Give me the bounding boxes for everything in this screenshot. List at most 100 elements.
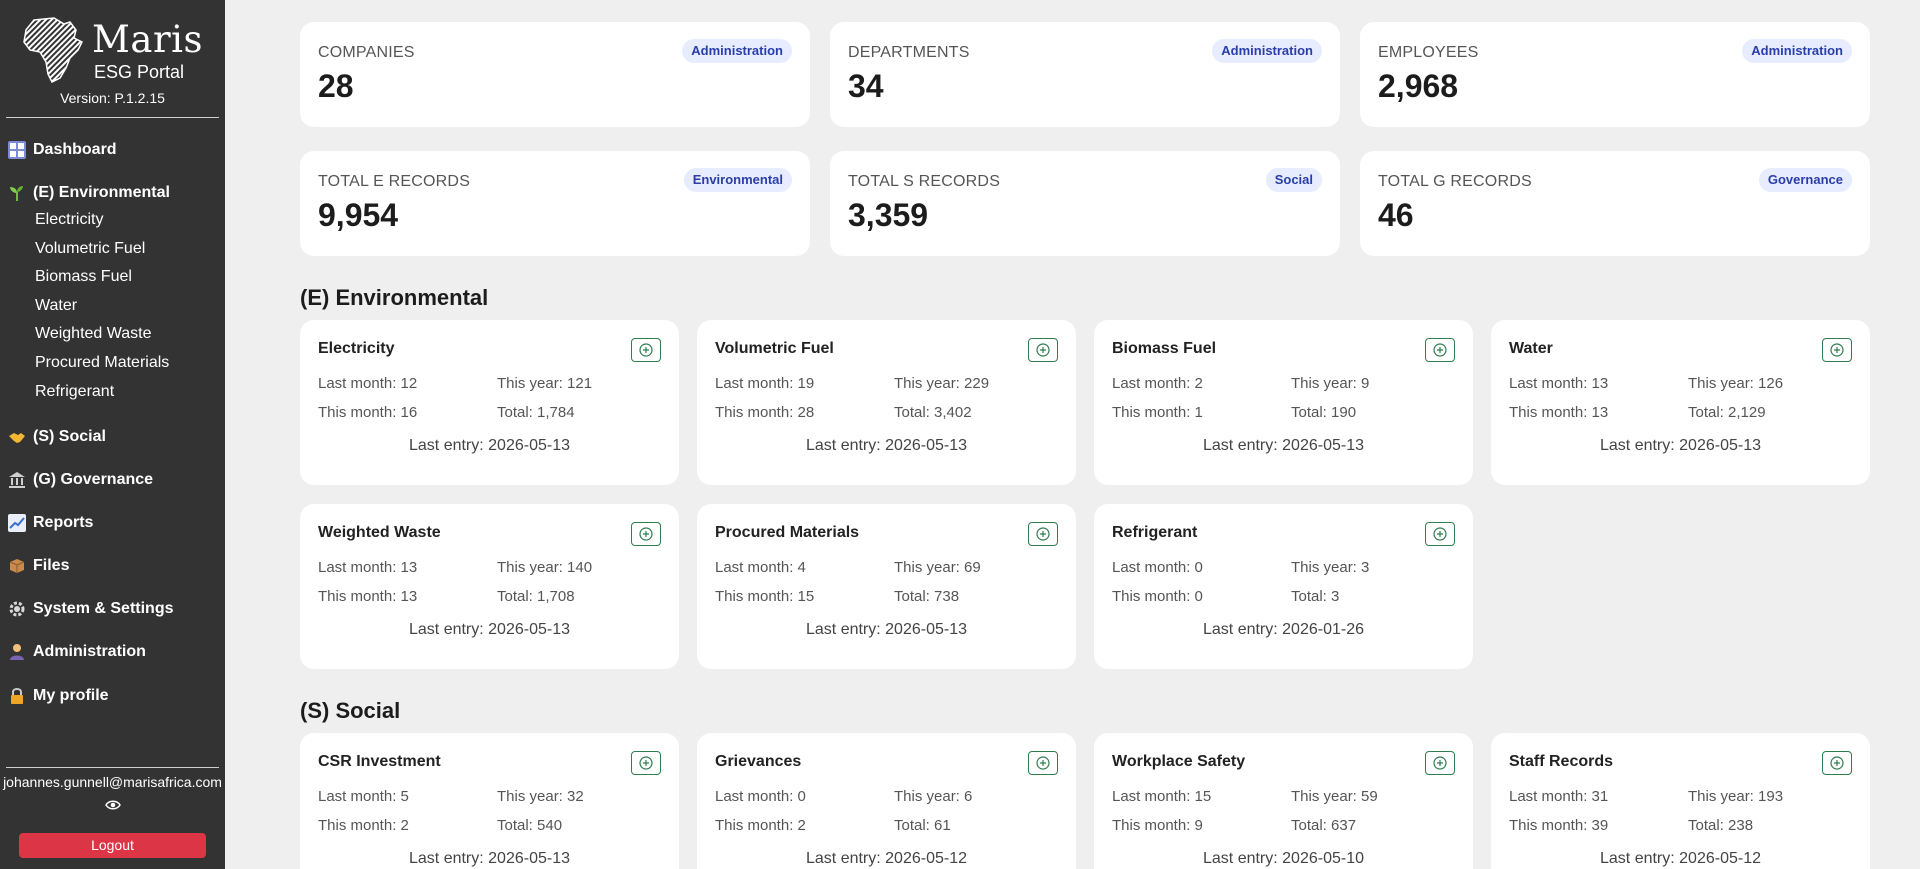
nav-dashboard[interactable]: Dashboard bbox=[8, 138, 117, 162]
nav-governance-label: (G) Governance bbox=[33, 471, 154, 488]
add-record-button[interactable] bbox=[1028, 338, 1058, 362]
nav-administration-label: Administration bbox=[33, 643, 146, 660]
add-circle-icon bbox=[1830, 756, 1844, 770]
category-card-weighted-waste: Weighted Waste Last month: 13 This year:… bbox=[300, 504, 679, 669]
nav-water[interactable]: Water bbox=[35, 297, 78, 314]
category-title: Grievances bbox=[715, 753, 802, 770]
nav-administration[interactable]: Administration bbox=[8, 640, 146, 664]
stat-card-employees: EMPLOYEES 2,968 Administration bbox=[1360, 22, 1870, 127]
nav-files-label: Files bbox=[33, 557, 70, 574]
this-month: This month: 1 bbox=[1112, 404, 1203, 421]
category-title: Refrigerant bbox=[1112, 524, 1198, 541]
last-month: Last month: 12 bbox=[318, 375, 418, 392]
nav-electricity[interactable]: Electricity bbox=[35, 211, 104, 228]
nav-environmental[interactable]: (E) Environmental bbox=[8, 181, 170, 205]
nav-social[interactable]: (S) Social bbox=[8, 425, 106, 449]
nav-refrigerant[interactable]: Refrigerant bbox=[35, 383, 115, 400]
this-year: This year: 69 bbox=[894, 559, 981, 576]
add-circle-icon bbox=[1830, 343, 1844, 357]
last-entry: Last entry: 2026-05-13 bbox=[409, 621, 570, 638]
stat-value: 2,968 bbox=[1378, 68, 1459, 104]
category-card-workplace-safety: Workplace Safety Last month: 15 This yea… bbox=[1094, 733, 1473, 869]
last-entry: Last entry: 2026-05-13 bbox=[409, 850, 570, 867]
add-record-button[interactable] bbox=[631, 338, 661, 362]
status-badge: Environmental bbox=[683, 168, 792, 192]
stat-label: DEPARTMENTS bbox=[848, 44, 970, 61]
stat-card-departments: DEPARTMENTS 34 Administration bbox=[830, 22, 1340, 127]
add-record-button[interactable] bbox=[1822, 338, 1852, 362]
nav-procured-materials[interactable]: Procured Materials bbox=[35, 354, 170, 371]
nav-my-profile[interactable]: My profile bbox=[8, 684, 109, 708]
eye-icon[interactable] bbox=[105, 799, 121, 811]
stat-label: COMPANIES bbox=[318, 44, 415, 61]
nav-files[interactable]: Files bbox=[8, 554, 69, 578]
add-record-button[interactable] bbox=[1425, 751, 1455, 775]
this-year: This year: 3 bbox=[1291, 559, 1370, 576]
total: Total: 3,402 bbox=[894, 404, 972, 421]
status-badge: Administration bbox=[1742, 39, 1852, 63]
total: Total: 61 bbox=[894, 817, 951, 834]
last-month: Last month: 31 bbox=[1509, 788, 1609, 805]
this-month: This month: 15 bbox=[715, 588, 815, 605]
last-entry: Last entry: 2026-05-13 bbox=[409, 437, 570, 454]
add-circle-icon bbox=[1433, 756, 1447, 770]
this-year: This year: 32 bbox=[497, 788, 584, 805]
stat-card-s-records: TOTAL S RECORDS 3,359 Social bbox=[830, 151, 1340, 256]
this-month: This month: 16 bbox=[318, 404, 418, 421]
category-title: CSR Investment bbox=[318, 753, 441, 770]
this-month: This month: 13 bbox=[318, 588, 418, 605]
add-record-button[interactable] bbox=[1028, 522, 1058, 546]
total: Total: 738 bbox=[894, 588, 960, 605]
category-card-electricity: Electricity Last month: 12 This year: 12… bbox=[300, 320, 679, 485]
add-circle-icon bbox=[1433, 343, 1447, 357]
brand-name: Maris bbox=[92, 18, 203, 61]
status-badge: Administration bbox=[682, 39, 792, 63]
category-card-csr-investment: CSR Investment Last month: 5 This year: … bbox=[300, 733, 679, 869]
total: Total: 1,708 bbox=[497, 588, 575, 605]
this-year: This year: 229 bbox=[894, 375, 990, 392]
logout-button[interactable]: Logout bbox=[19, 833, 206, 858]
stat-label: EMPLOYEES bbox=[1378, 44, 1479, 61]
app-version: Version: P.1.2.15 bbox=[60, 90, 165, 106]
last-entry: Last entry: 2026-05-12 bbox=[806, 850, 967, 867]
user-email: johannes.gunnell@marisafrica.com bbox=[3, 774, 222, 790]
total: Total: 3 bbox=[1291, 588, 1340, 605]
nav-biomass-fuel[interactable]: Biomass Fuel bbox=[35, 268, 132, 285]
nav-volumetric-fuel[interactable]: Volumetric Fuel bbox=[35, 240, 146, 257]
add-circle-icon bbox=[639, 343, 653, 357]
total: Total: 238 bbox=[1688, 817, 1754, 834]
total: Total: 2,129 bbox=[1688, 404, 1766, 421]
nav-settings-label: System & Settings bbox=[33, 600, 174, 617]
status-badge: Social bbox=[1265, 168, 1322, 192]
total: Total: 540 bbox=[497, 817, 563, 834]
add-record-button[interactable] bbox=[1822, 751, 1852, 775]
category-title: Electricity bbox=[318, 340, 395, 357]
nav-governance[interactable]: (G) Governance bbox=[8, 468, 153, 492]
nav-weighted-waste[interactable]: Weighted Waste bbox=[35, 325, 152, 342]
last-entry: Last entry: 2026-05-13 bbox=[1600, 437, 1761, 454]
category-title: Procured Materials bbox=[715, 524, 860, 541]
add-circle-icon bbox=[1036, 756, 1050, 770]
add-record-button[interactable] bbox=[1425, 338, 1455, 362]
nav-dashboard-label: Dashboard bbox=[33, 141, 117, 158]
chart-icon bbox=[8, 514, 26, 532]
add-record-button[interactable] bbox=[631, 751, 661, 775]
nav-social-label: (S) Social bbox=[33, 428, 106, 445]
category-card-grievances: Grievances Last month: 0 This year: 6 Th… bbox=[697, 733, 1076, 869]
this-month: This month: 0 bbox=[1112, 588, 1203, 605]
nav-reports[interactable]: Reports bbox=[8, 511, 93, 535]
gear-icon bbox=[8, 600, 26, 618]
last-month: Last month: 0 bbox=[1112, 559, 1203, 576]
stat-label: TOTAL S RECORDS bbox=[848, 173, 1001, 190]
stat-card-e-records: TOTAL E RECORDS 9,954 Environmental bbox=[300, 151, 810, 256]
brand-logo[interactable]: Maris ESG Portal bbox=[20, 16, 210, 86]
this-month: This month: 9 bbox=[1112, 817, 1203, 834]
add-record-button[interactable] bbox=[1028, 751, 1058, 775]
stat-value: 9,954 bbox=[318, 197, 399, 233]
nav-settings[interactable]: System & Settings bbox=[8, 597, 173, 621]
sidebar: Maris ESG Portal Version: P.1.2.15 Dashb… bbox=[0, 0, 225, 869]
add-record-button[interactable] bbox=[631, 522, 661, 546]
lock-icon bbox=[8, 687, 26, 705]
add-record-button[interactable] bbox=[1425, 522, 1455, 546]
brand-subtitle: ESG Portal bbox=[94, 62, 185, 82]
